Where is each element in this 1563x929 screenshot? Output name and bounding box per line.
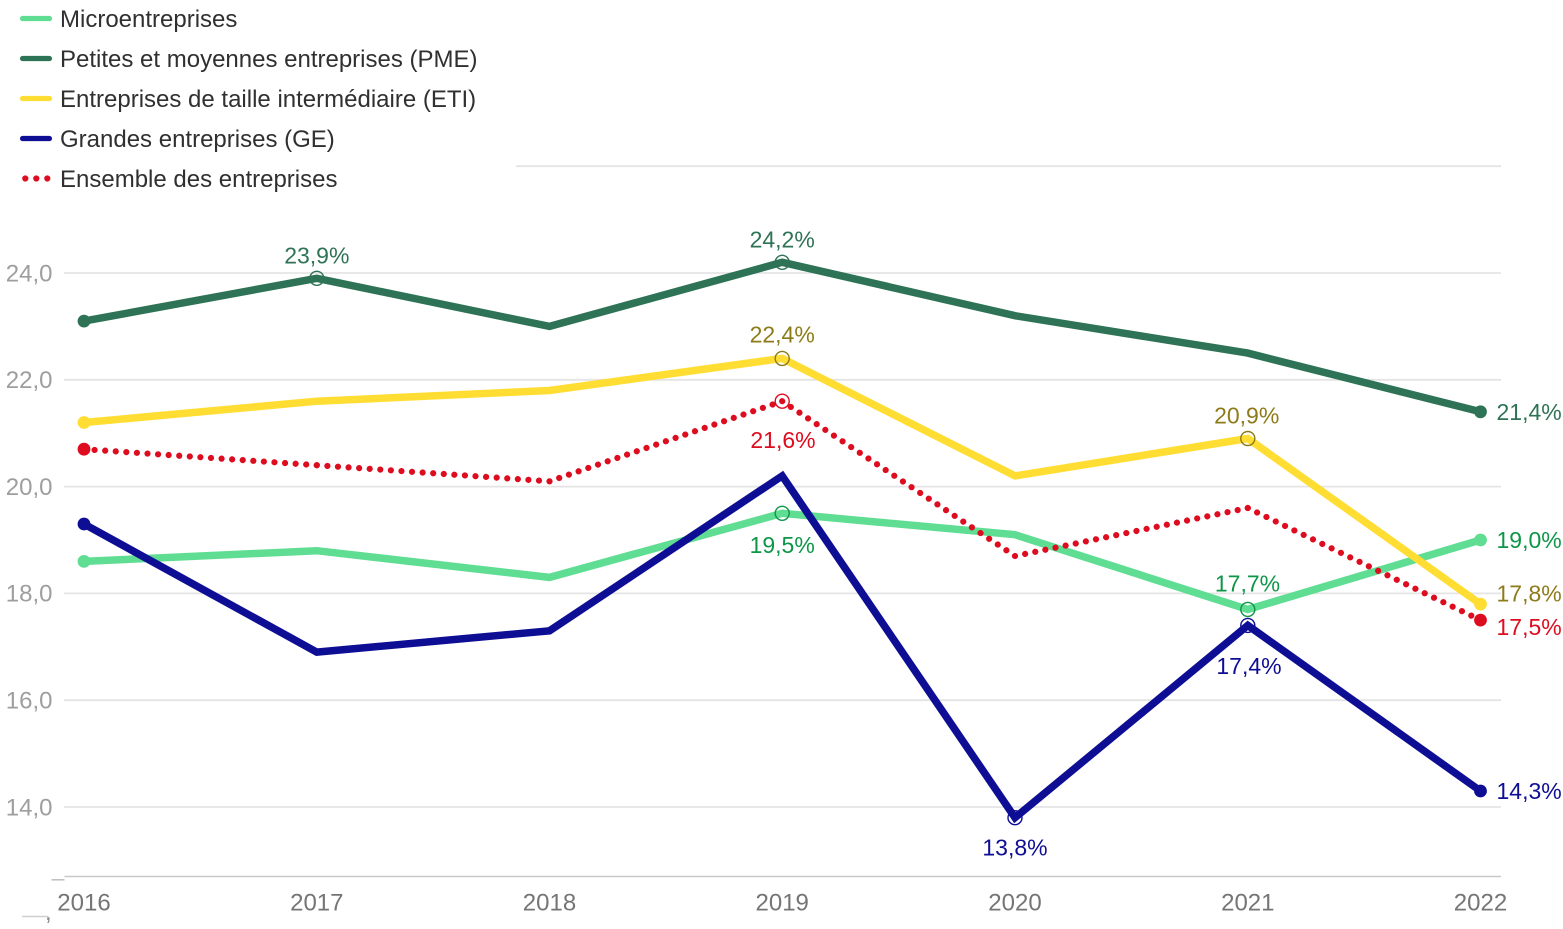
svg-text:22,0: 22,0 [6,367,53,394]
svg-text:2022: 2022 [1454,890,1507,917]
svg-text:18,0: 18,0 [6,581,53,608]
svg-text:2019: 2019 [756,890,809,917]
svg-text:20,9%: 20,9% [1214,403,1279,429]
svg-text:,: , [45,899,52,924]
svg-text:14,0: 14,0 [6,794,53,821]
svg-text:17,4%: 17,4% [1216,653,1281,679]
svg-text:23,9%: 23,9% [284,243,349,269]
svg-text:2017: 2017 [290,890,343,917]
svg-text:Petites et moyennes entreprise: Petites et moyennes entreprises (PME) [60,46,478,73]
svg-text:2020: 2020 [988,890,1041,917]
svg-text:17,8%: 17,8% [1497,581,1562,607]
svg-text:Ensemble des entreprises: Ensemble des entreprises [60,166,337,193]
svg-text:16,0: 16,0 [6,688,53,715]
svg-text:20,0: 20,0 [6,474,53,501]
svg-text:17,7%: 17,7% [1215,571,1280,597]
svg-text:2016: 2016 [57,890,110,917]
svg-text:24,0: 24,0 [6,260,53,287]
svg-text:19,5%: 19,5% [750,532,815,558]
svg-text:21,4%: 21,4% [1497,399,1562,425]
svg-text:Grandes entreprises (GE): Grandes entreprises (GE) [60,126,335,153]
svg-text:21,6%: 21,6% [750,427,815,453]
svg-text:Microentreprises: Microentreprises [60,6,237,33]
svg-text:14,3%: 14,3% [1497,778,1562,804]
svg-text:2018: 2018 [523,890,576,917]
svg-text:17,5%: 17,5% [1497,614,1562,640]
svg-text:19,0%: 19,0% [1497,527,1562,553]
svg-text:22,4%: 22,4% [750,322,815,348]
svg-text:13,8%: 13,8% [982,835,1047,861]
svg-text:2021: 2021 [1221,890,1274,917]
svg-text:Entreprises de taille interméd: Entreprises de taille intermédiaire (ETI… [60,86,476,113]
svg-text:24,2%: 24,2% [750,227,815,253]
